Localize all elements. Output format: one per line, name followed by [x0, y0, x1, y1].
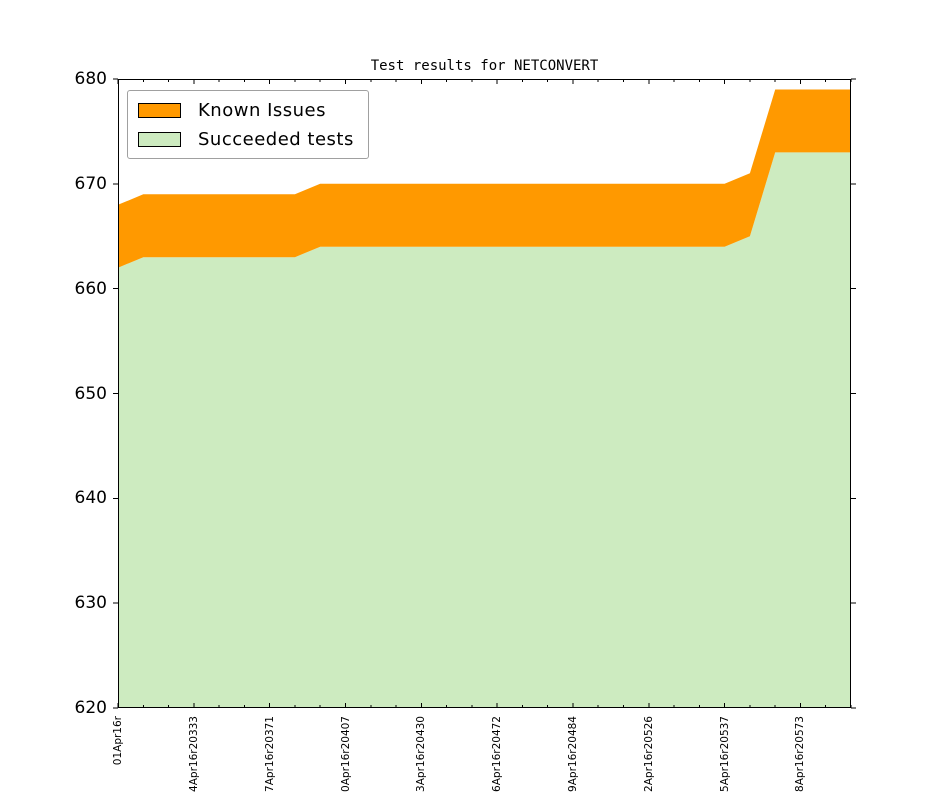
- legend-item-known-issues: Known Issues: [138, 99, 354, 121]
- stacked-area-chart: [113, 78, 856, 709]
- y-tick-label: 630: [74, 593, 107, 614]
- y-tick-label: 670: [74, 173, 107, 194]
- x-tick-label: 01Apr16r: [112, 716, 124, 766]
- y-tick-label: 650: [74, 383, 107, 404]
- x-tick-label: 2Apr16r20526: [642, 716, 655, 792]
- x-tick-label: 3Apr16r20430: [415, 716, 428, 792]
- chart-title: Test results for NETCONVERT: [370, 58, 599, 74]
- y-tick-label: 680: [74, 69, 107, 89]
- plot-area: [113, 78, 856, 709]
- x-tick-label: 5Apr16r20537: [718, 716, 731, 792]
- area-known-issues: [118, 89, 851, 268]
- legend-swatch-known-issues: [138, 102, 181, 118]
- x-tick-label: 7Apr16r20371: [263, 716, 276, 792]
- y-tick-label: 620: [74, 698, 107, 718]
- x-tick-label: 0Apr16r20407: [339, 716, 352, 792]
- axes-frame: [118, 79, 851, 708]
- legend-item-succeeded-tests: Succeeded tests: [138, 128, 354, 150]
- x-tick-label: 6Apr16r20472: [491, 716, 504, 792]
- x-tick-label: 8Apr16r20573: [794, 716, 807, 792]
- y-tick-label: 660: [74, 278, 107, 299]
- area-succeeded-tests: [118, 152, 851, 708]
- x-tick-label: 9Apr16r20484: [567, 716, 579, 792]
- legend: Known Issues Succeeded tests: [127, 90, 369, 159]
- y-tick-label: 640: [74, 488, 107, 509]
- legend-swatch-succeeded-tests: [138, 131, 181, 147]
- legend-label-known-issues: Known Issues: [198, 99, 327, 121]
- x-tick-label: 4Apr16r20333: [187, 716, 200, 792]
- legend-label-succeeded-tests: Succeeded tests: [198, 128, 354, 150]
